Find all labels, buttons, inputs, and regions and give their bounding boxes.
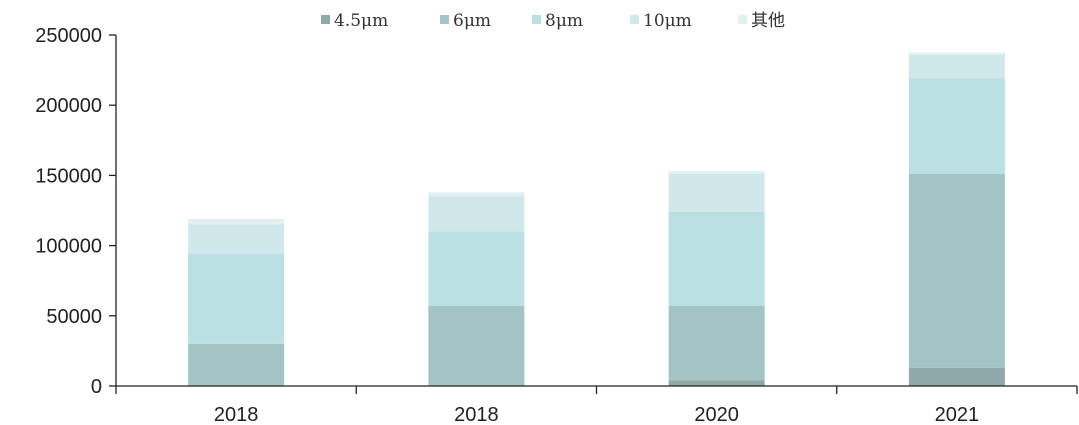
y-tick-label: 150000 bbox=[35, 165, 102, 187]
legend-swatch bbox=[532, 15, 541, 24]
y-tick-label: 200000 bbox=[35, 95, 102, 117]
legend-label: 6μm bbox=[453, 11, 491, 31]
bar-segment bbox=[668, 305, 765, 381]
bar-segment bbox=[428, 231, 525, 306]
bar-segment bbox=[908, 367, 1005, 386]
x-tick-label: 2018 bbox=[214, 404, 259, 425]
bar-segment bbox=[668, 380, 765, 386]
legend-label: 10μm bbox=[643, 11, 692, 31]
bar-segment bbox=[908, 173, 1005, 368]
bar-segment bbox=[188, 254, 285, 344]
bar-segment bbox=[908, 52, 1005, 55]
y-tick-label: 100000 bbox=[35, 236, 102, 258]
bar-segment bbox=[668, 211, 765, 306]
legend-swatch bbox=[321, 15, 330, 24]
bar-segment bbox=[428, 196, 525, 232]
x-axis-ticks: 2018 2018 2020 2021 bbox=[115, 386, 1078, 425]
bar-segment bbox=[908, 54, 1005, 79]
bar-segment bbox=[668, 171, 765, 174]
legend-label: 8μm bbox=[545, 11, 583, 31]
y-axis-ticks: 0 50000 100000 150000 200000 250000 bbox=[35, 25, 116, 398]
legend-label: 4.5μm bbox=[334, 11, 388, 31]
bar-segment bbox=[428, 192, 525, 197]
bar-segment bbox=[908, 78, 1005, 174]
legend-swatch bbox=[440, 15, 449, 24]
legend-swatch bbox=[630, 15, 639, 24]
y-tick-label: 0 bbox=[91, 376, 102, 398]
y-tick-label: 50000 bbox=[46, 306, 102, 328]
x-tick-label: 2020 bbox=[694, 404, 739, 425]
bar-segment bbox=[428, 305, 525, 386]
bar-segment bbox=[188, 343, 285, 386]
y-tick-label: 250000 bbox=[35, 25, 102, 47]
legend: 4.5μm 6μm 8μm 10μm 其他 bbox=[321, 11, 785, 31]
bar-segment bbox=[188, 218, 285, 225]
x-tick-label: 2018 bbox=[454, 404, 499, 425]
bar-segment bbox=[188, 224, 285, 255]
bars bbox=[188, 52, 1005, 386]
x-tick-label: 2021 bbox=[935, 404, 980, 425]
bar-segment bbox=[668, 173, 765, 212]
legend-swatch bbox=[738, 15, 747, 24]
legend-label: 其他 bbox=[751, 11, 785, 31]
